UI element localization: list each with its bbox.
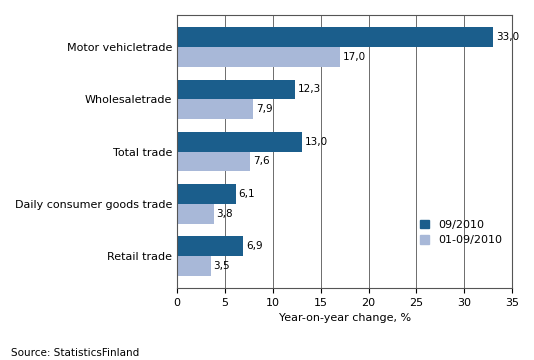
Text: 33,0: 33,0	[496, 32, 519, 42]
Text: 17,0: 17,0	[343, 52, 366, 62]
Bar	[177, 256, 211, 276]
Text: 3,8: 3,8	[216, 209, 233, 219]
Text: 12,3: 12,3	[298, 85, 321, 94]
Bar	[177, 99, 253, 119]
Bar	[177, 80, 295, 99]
Bar	[177, 184, 235, 204]
Text: 6,9: 6,9	[246, 241, 263, 251]
Text: 7,6: 7,6	[253, 157, 270, 166]
Text: 6,1: 6,1	[239, 189, 255, 199]
Bar	[177, 47, 340, 67]
Text: 3,5: 3,5	[214, 261, 230, 271]
X-axis label: Year-on-year change, %: Year-on-year change, %	[279, 314, 411, 323]
Text: Source: StatisticsFinland: Source: StatisticsFinland	[11, 348, 139, 359]
Bar	[177, 132, 302, 152]
Bar	[177, 27, 493, 47]
Bar	[177, 204, 214, 224]
Bar	[177, 152, 250, 171]
Text: 7,9: 7,9	[256, 104, 272, 114]
Bar	[177, 236, 243, 256]
Text: 13,0: 13,0	[304, 137, 327, 147]
Legend: 09/2010, 01-09/2010: 09/2010, 01-09/2010	[416, 215, 506, 250]
